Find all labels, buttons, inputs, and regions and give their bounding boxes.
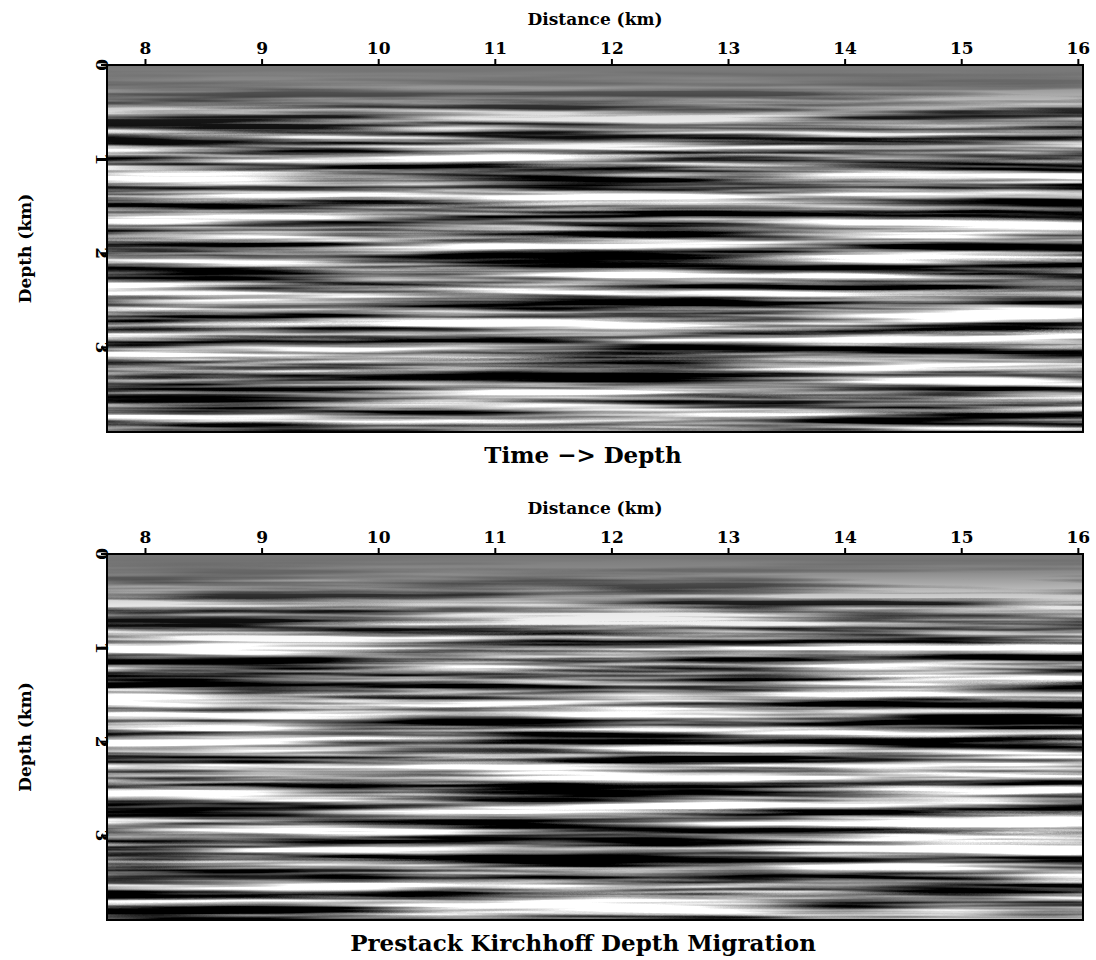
x-tick-label: 10 [367,38,391,58]
x-tick [378,59,380,65]
x-tick [494,59,496,65]
x-tick-label: 16 [1066,527,1090,547]
y-axis-title: Depth (km) [15,194,35,303]
y-axis-title: Depth (km) [15,682,35,791]
x-tick-label: 8 [140,527,152,547]
image-ground [107,65,1083,432]
x-axis-title: Distance (km) [528,498,663,518]
x-tick [378,548,380,554]
y-tick-label: 3 [92,341,112,353]
frame [107,554,1083,920]
x-tick-label: 12 [600,38,624,58]
x-tick-label: 12 [600,527,624,547]
x-tick-label: 9 [256,527,268,547]
x-tick-label: 14 [833,527,857,547]
x-tick [961,548,963,554]
x-tick [961,59,963,65]
y-tick-label: 1 [92,153,112,165]
x-tick-label: 9 [256,38,268,58]
image-ground [107,554,1083,920]
y-tick-label: 0 [92,59,112,71]
water-layer [107,554,1083,920]
x-tick [1077,548,1079,554]
x-tick-label: 15 [950,38,974,58]
x-tick [728,59,730,65]
y-tick-label: 3 [92,830,112,842]
y-tick-label: 1 [92,642,112,654]
reflectors [107,554,1083,920]
x-tick [1077,59,1079,65]
x-tick [844,548,846,554]
x-tick-label: 8 [140,38,152,58]
x-tick-label: 15 [950,527,974,547]
water-layer [107,65,1083,432]
x-axis-title: Distance (km) [528,9,663,29]
frame [107,65,1083,432]
figure: 89101112131415160123Distance (km)Depth (… [0,0,1096,960]
panel-title: Time −> Depth [484,441,682,468]
x-tick [611,59,613,65]
x-tick [728,548,730,554]
y-tick-label: 2 [92,736,112,748]
x-tick-label: 13 [717,527,741,547]
x-tick [144,59,146,65]
x-tick [494,548,496,554]
x-tick-label: 11 [483,527,507,547]
y-tick-label: 0 [92,548,112,560]
x-tick-label: 13 [717,38,741,58]
panel-title: Prestack Kirchhoff Depth Migration [350,929,816,956]
x-tick-label: 16 [1066,38,1090,58]
x-tick [844,59,846,65]
y-tick-label: 2 [92,247,112,259]
x-tick-label: 11 [483,38,507,58]
x-tick [261,548,263,554]
seismic-image [107,554,1083,920]
x-tick [144,548,146,554]
reflectors [107,65,1083,432]
x-tick-label: 10 [367,527,391,547]
x-tick [261,59,263,65]
seismic-image [107,65,1083,432]
x-tick-label: 14 [833,38,857,58]
panel: 89101112131415160123Distance (km)Depth (… [15,498,1090,956]
x-tick [611,548,613,554]
panel: 89101112131415160123Distance (km)Depth (… [15,9,1090,468]
